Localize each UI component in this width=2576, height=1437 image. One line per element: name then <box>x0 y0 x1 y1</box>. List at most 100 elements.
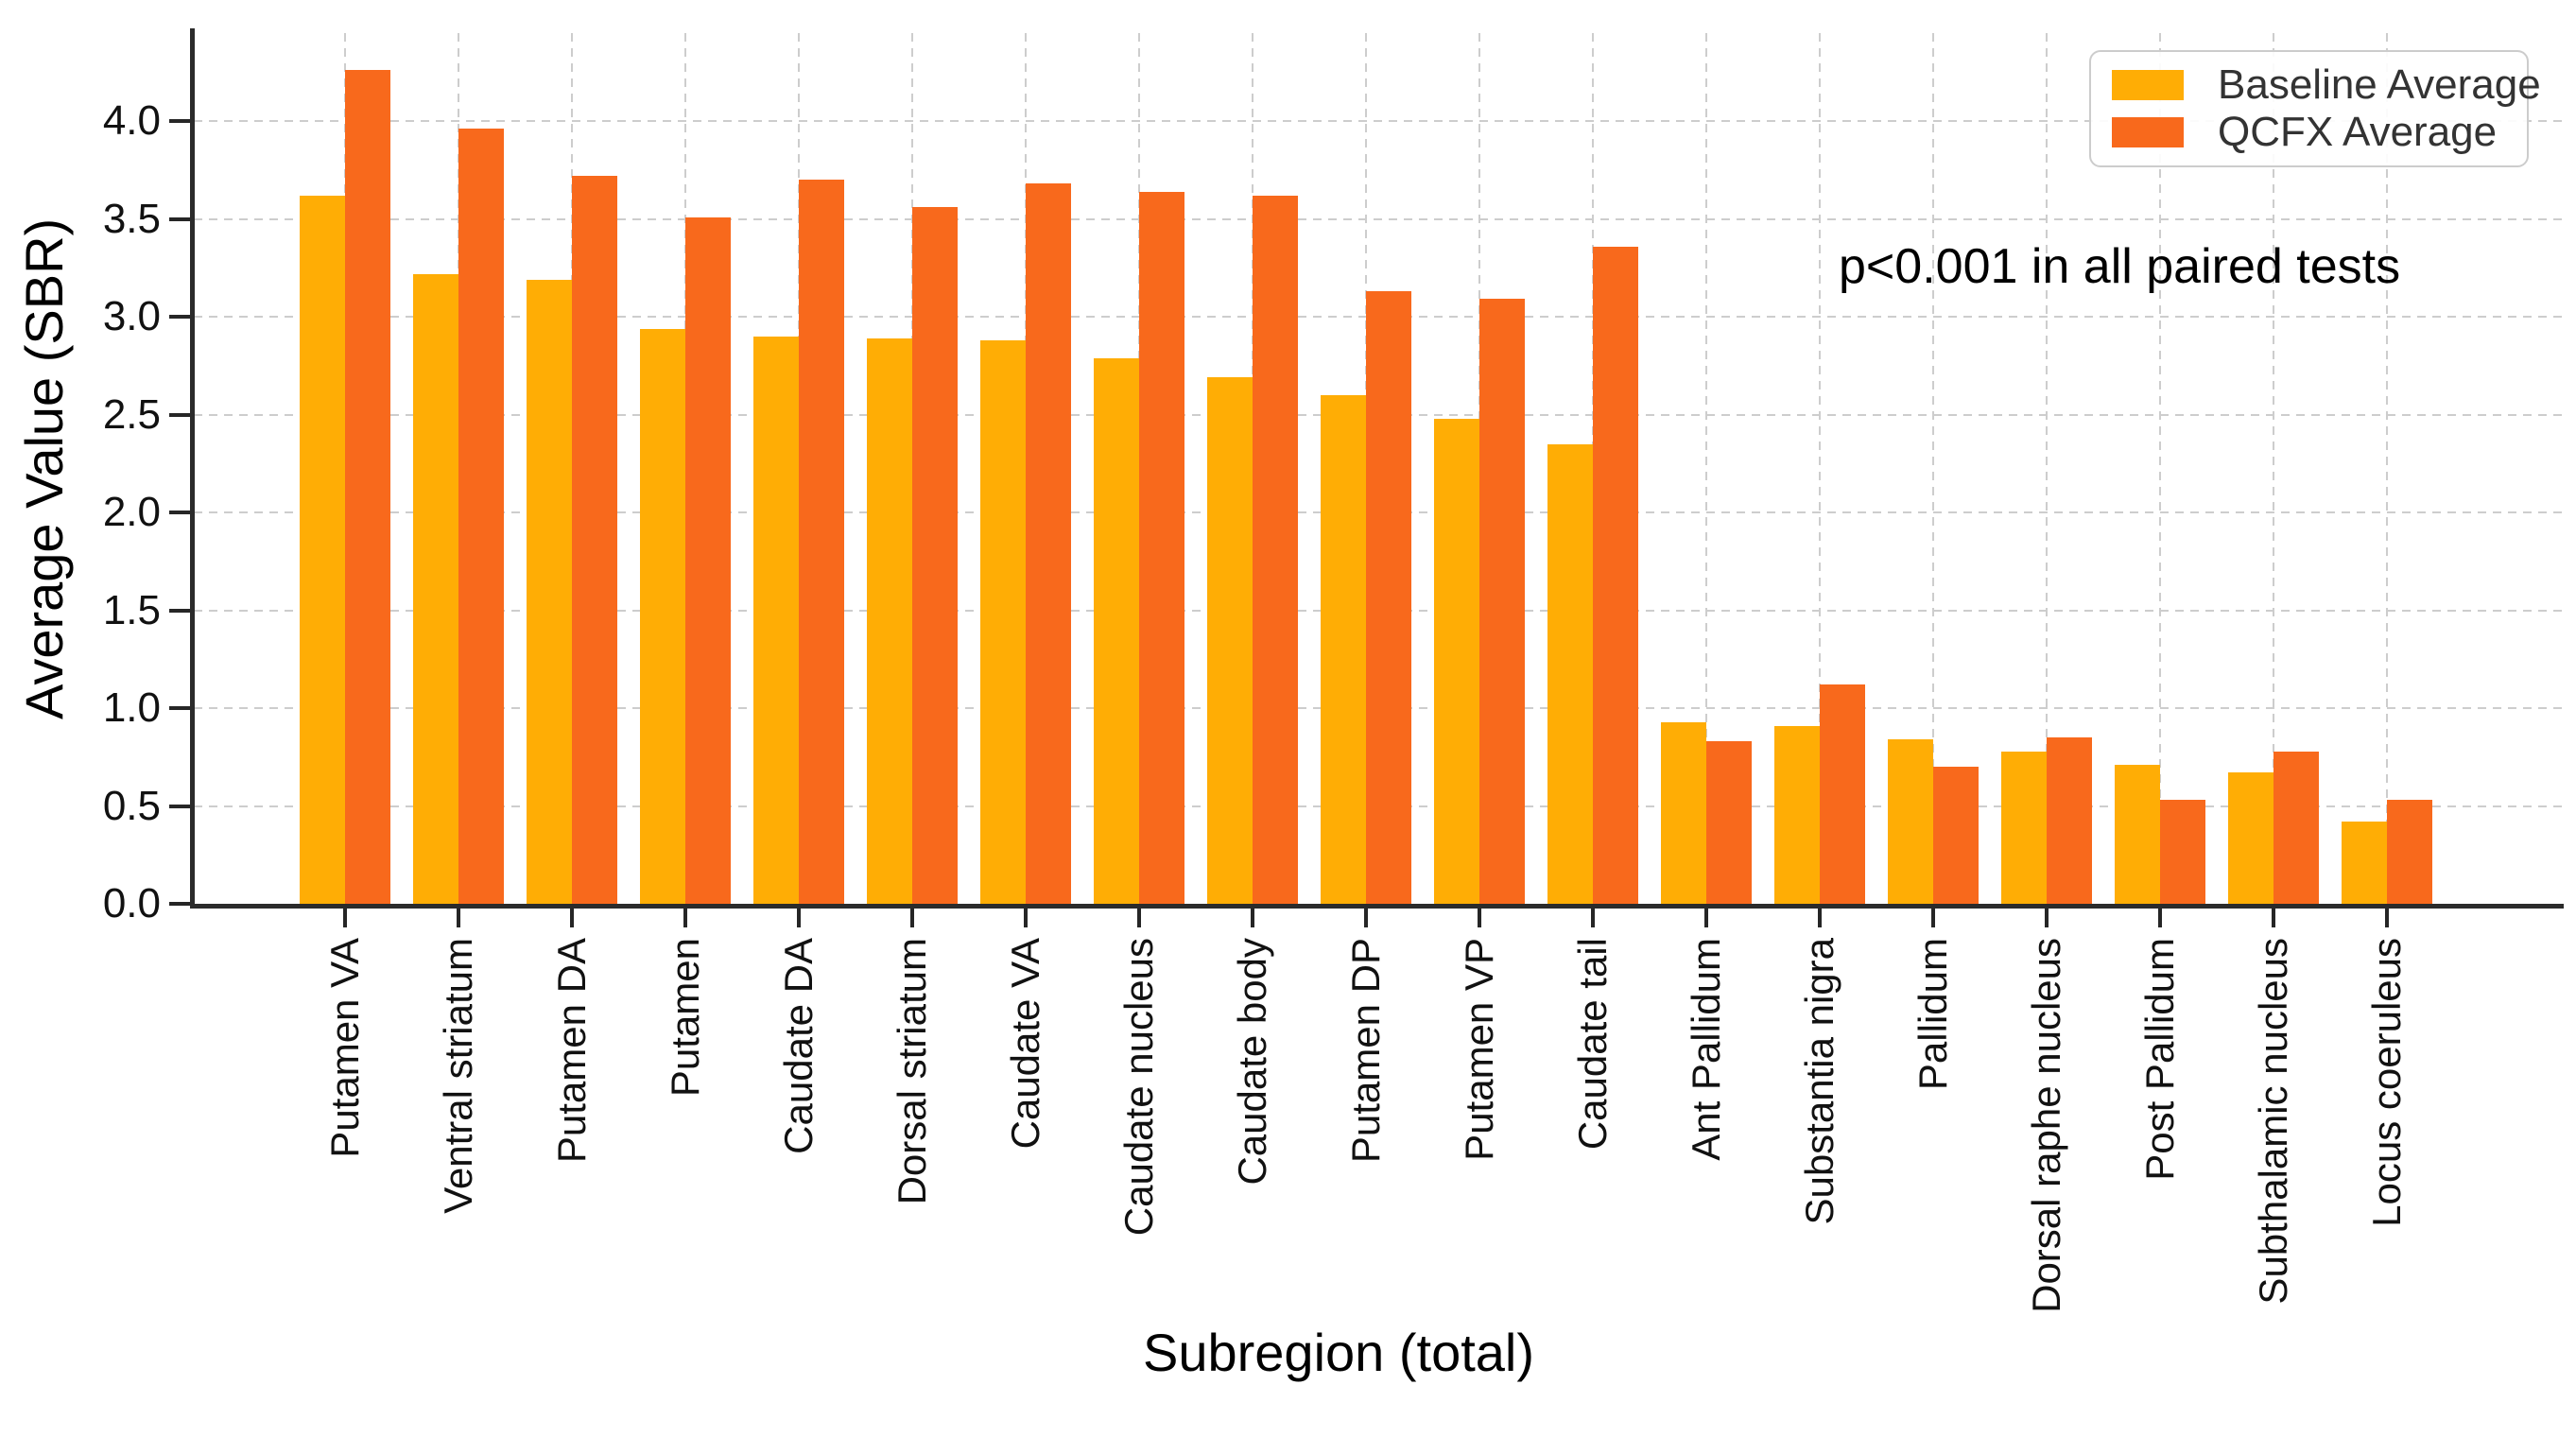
bar-baseline <box>2001 751 2047 904</box>
bar-baseline <box>300 195 345 904</box>
bar-qcfx <box>1366 291 1411 904</box>
y-tick-mark <box>169 119 190 124</box>
x-tick-label: Putamen DA <box>549 938 594 1164</box>
bar-qcfx <box>1026 183 1071 904</box>
bar-baseline <box>2342 822 2387 904</box>
x-tick-mark <box>1251 909 1254 927</box>
vertical-gridline <box>2159 33 2161 904</box>
x-tick-label: Locus coeruleus <box>2364 938 2409 1227</box>
y-tick-label: 2.5 <box>102 390 161 438</box>
y-tick-label: 0.0 <box>102 880 161 926</box>
x-tick-label: Dorsal raphe nucleus <box>2024 938 2068 1313</box>
bar-qcfx <box>2387 800 2432 904</box>
legend-label-qcfx: QCFX Average <box>2218 109 2498 155</box>
bar-baseline <box>1661 721 1706 904</box>
bar-qcfx <box>1820 684 1865 904</box>
x-tick-mark <box>570 909 574 927</box>
bar-baseline <box>1547 443 1593 904</box>
vertical-gridline <box>1932 33 1934 904</box>
x-tick-mark <box>1364 909 1368 927</box>
bar-baseline <box>1434 418 1479 904</box>
y-tick-label: 2.0 <box>102 489 161 536</box>
x-tick-mark <box>1024 909 1028 927</box>
bar-baseline <box>413 273 458 904</box>
bar-qcfx <box>2273 751 2319 904</box>
y-tick-mark <box>169 315 190 320</box>
x-axis-spine <box>190 904 2564 909</box>
bar-baseline <box>867 338 912 904</box>
legend-row-qcfx: QCFX Average <box>2112 112 2527 153</box>
bar-qcfx <box>2047 737 2092 904</box>
y-tick-label: 1.0 <box>102 684 161 732</box>
y-tick-label: 1.5 <box>102 586 161 633</box>
x-tick-mark <box>797 909 801 927</box>
vertical-gridline <box>2386 33 2388 904</box>
x-tick-label: Ant Pallidum <box>1684 938 1728 1161</box>
x-tick-mark <box>1591 909 1595 927</box>
x-tick-mark <box>343 909 347 927</box>
bar-qcfx <box>1706 741 1752 904</box>
y-axis-spine <box>190 28 195 908</box>
bar-qcfx <box>1253 195 1298 904</box>
x-tick-label: Putamen VP <box>1457 938 1501 1161</box>
y-tick-mark <box>169 804 190 808</box>
bar-baseline <box>1207 377 1253 904</box>
bar-baseline <box>2115 765 2160 904</box>
bar-baseline <box>527 279 572 904</box>
bar-qcfx <box>345 70 390 904</box>
bar-qcfx <box>685 216 731 904</box>
bar-baseline <box>640 328 685 904</box>
x-tick-label: Dorsal striatum <box>890 938 934 1205</box>
x-tick-mark <box>1931 909 1935 927</box>
y-tick-label: 0.5 <box>102 782 161 829</box>
x-tick-label: Caudate VA <box>1003 938 1047 1150</box>
vertical-gridline <box>2046 33 2048 904</box>
x-tick-label: Ventral striatum <box>436 938 480 1214</box>
bar-qcfx <box>1479 299 1525 904</box>
y-tick-label: 3.0 <box>102 293 161 340</box>
x-tick-mark <box>2272 909 2275 927</box>
x-tick-label: Putamen VA <box>322 938 367 1158</box>
bar-qcfx <box>572 176 617 904</box>
bar-baseline <box>1774 725 1820 904</box>
x-tick-mark <box>1137 909 1141 927</box>
x-tick-label: Caudate tail <box>1570 938 1615 1151</box>
x-tick-label: Substantia nigra <box>1797 938 1841 1225</box>
x-tick-label: Putamen DP <box>1343 938 1388 1164</box>
bar-baseline <box>1321 394 1366 904</box>
legend: Baseline Average QCFX Average <box>2089 50 2541 167</box>
bar-qcfx <box>1933 767 1979 904</box>
x-tick-label: Pallidum <box>1910 938 1955 1091</box>
y-tick-label: 3.5 <box>102 195 161 242</box>
bar-qcfx <box>912 207 958 904</box>
bar-qcfx <box>1139 191 1184 904</box>
x-tick-mark <box>910 909 914 927</box>
x-tick-mark <box>1704 909 1708 927</box>
bar-qcfx <box>458 129 504 904</box>
x-tick-label: Subthalamic nucleus <box>2251 938 2295 1305</box>
y-tick-label: 4.0 <box>102 97 161 145</box>
x-tick-mark <box>2045 909 2049 927</box>
y-tick-mark <box>169 706 190 711</box>
bar-qcfx <box>1593 246 1638 904</box>
vertical-gridline <box>1819 33 1821 904</box>
legend-label-baseline: Baseline Average <box>2218 61 2541 108</box>
y-tick-mark <box>169 608 190 613</box>
bar-baseline <box>1888 739 1933 904</box>
bar-qcfx <box>2160 800 2205 904</box>
vertical-gridline <box>1705 33 1707 904</box>
qcfx-swatch-icon <box>2112 117 2184 147</box>
x-tick-mark <box>1818 909 1822 927</box>
horizontal-gridline <box>194 120 2564 123</box>
bar-baseline <box>753 336 799 904</box>
x-tick-mark <box>1478 909 1481 927</box>
legend-row-baseline: Baseline Average <box>2112 64 2541 106</box>
baseline-swatch-icon <box>2112 70 2184 100</box>
x-tick-label: Post Pallidum <box>2137 938 2182 1181</box>
x-axis-title: Subregion (total) <box>1142 1323 1535 1382</box>
x-tick-label: Caudate nucleus <box>1116 938 1161 1237</box>
x-tick-label: Caudate body <box>1230 938 1274 1186</box>
bar-qcfx <box>799 180 844 904</box>
